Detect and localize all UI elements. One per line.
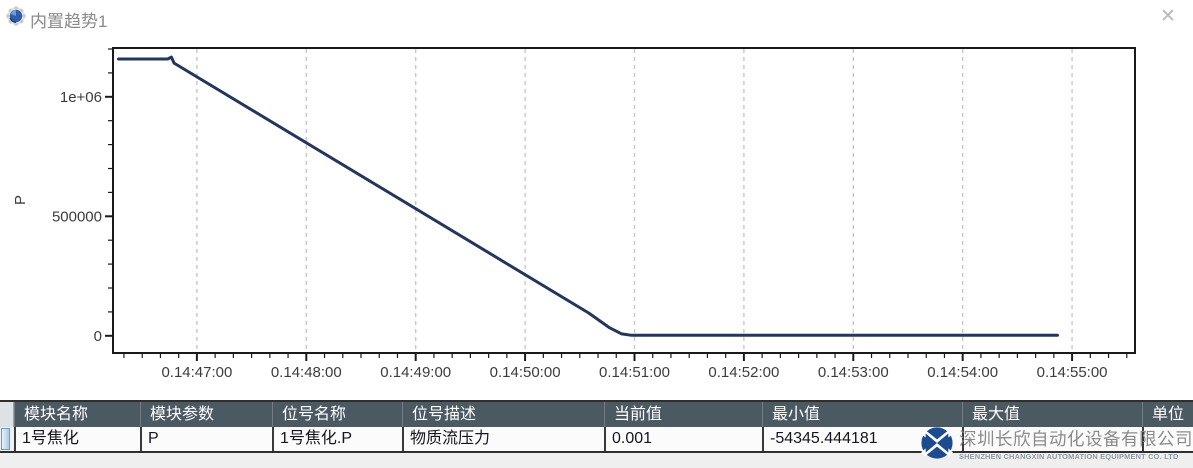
svg-text:0.14:53:00: 0.14:53:00: [818, 364, 889, 381]
col-header-module-param: 模块参数: [140, 402, 272, 427]
cell-module-name: 1号焦化: [14, 427, 140, 451]
table-header-row: 模块名称 模块参数 位号名称 位号描述 当前值 最小值 最大值 单位: [0, 402, 1193, 427]
window-title: 内置趋势1: [30, 12, 108, 31]
col-header-current-value: 当前值: [604, 402, 762, 427]
trend-line: [117, 55, 1059, 337]
svg-text:1e+06: 1e+06: [60, 89, 102, 106]
col-header-tag-name: 位号名称: [272, 402, 402, 427]
gridlines: [196, 49, 1073, 352]
svg-text:0.14:48:00: 0.14:48:00: [271, 364, 342, 381]
title-bar: 内置趋势1 ✕: [0, 0, 1193, 34]
close-icon[interactable]: ✕: [1155, 4, 1181, 30]
cell-tag-desc: 物质流压力: [402, 427, 604, 451]
cell-unit: [1142, 427, 1193, 451]
svg-text:0: 0: [94, 328, 102, 345]
svg-text:0.14:51:00: 0.14:51:00: [599, 364, 670, 381]
cell-min-value: -54345.444181: [762, 427, 962, 451]
x-axis: 0.14:47:00 0.14:48:00 0.14:49:00 0.14:50:00…: [123, 353, 1128, 381]
table-row[interactable]: 1号焦化 P 1号焦化.P 物质流压力 0.001 -54345.444181: [0, 427, 1193, 453]
table-top-border: [0, 400, 1193, 402]
svg-text:0.14:50:00: 0.14:50:00: [490, 364, 561, 381]
svg-text:0.14:55:00: 0.14:55:00: [1037, 364, 1108, 381]
company-watermark: 深圳长欣自动化设备有限公司 SHENZHEN CHANGXIN AUTOMATI…: [920, 423, 1193, 468]
cell-tag-name: 1号焦化.P: [272, 427, 402, 451]
plot-border: [112, 47, 1136, 354]
trend-globe-icon: [6, 6, 26, 26]
col-header-max-value: 最大值: [962, 402, 1142, 427]
y-axis: 0 500000 1e+06: [52, 48, 113, 345]
active-row-marker: [1, 428, 10, 450]
col-header-unit: 单位: [1142, 402, 1193, 427]
cell-max-value: [962, 427, 1142, 451]
company-name-cn: 深圳长欣自动化设备有限公司: [959, 429, 1193, 449]
svg-text:0.14:47:00: 0.14:47:00: [161, 364, 232, 381]
col-header-module-name: 模块名称: [14, 402, 140, 427]
col-header-tag-desc: 位号描述: [402, 402, 604, 427]
table-empty-area: [0, 453, 1193, 468]
svg-text:0.14:54:00: 0.14:54:00: [927, 364, 998, 381]
svg-text:0.14:52:00: 0.14:52:00: [708, 364, 779, 381]
changxin-logo-icon: [921, 427, 953, 459]
cell-current-value: 0.001: [604, 427, 762, 451]
row-selector[interactable]: [0, 427, 14, 451]
company-name-en: SHENZHEN CHANGXIN AUTOMATION EQUIPMENT C…: [959, 452, 1179, 461]
y-axis-label: P: [12, 195, 29, 205]
trend-chart: 0.14:47:00 0.14:48:00 0.14:49:00 0.14:50:00…: [12, 47, 1136, 381]
svg-text:0.14:49:00: 0.14:49:00: [380, 364, 451, 381]
svg-text:500000: 500000: [52, 208, 102, 225]
watermark-text: 深圳长欣自动化设备有限公司 SHENZHEN CHANGXIN AUTOMATI…: [959, 423, 1193, 468]
cell-module-param: P: [140, 427, 272, 451]
header-gutter-cell: [0, 402, 14, 427]
col-header-min-value: 最小值: [762, 402, 962, 427]
